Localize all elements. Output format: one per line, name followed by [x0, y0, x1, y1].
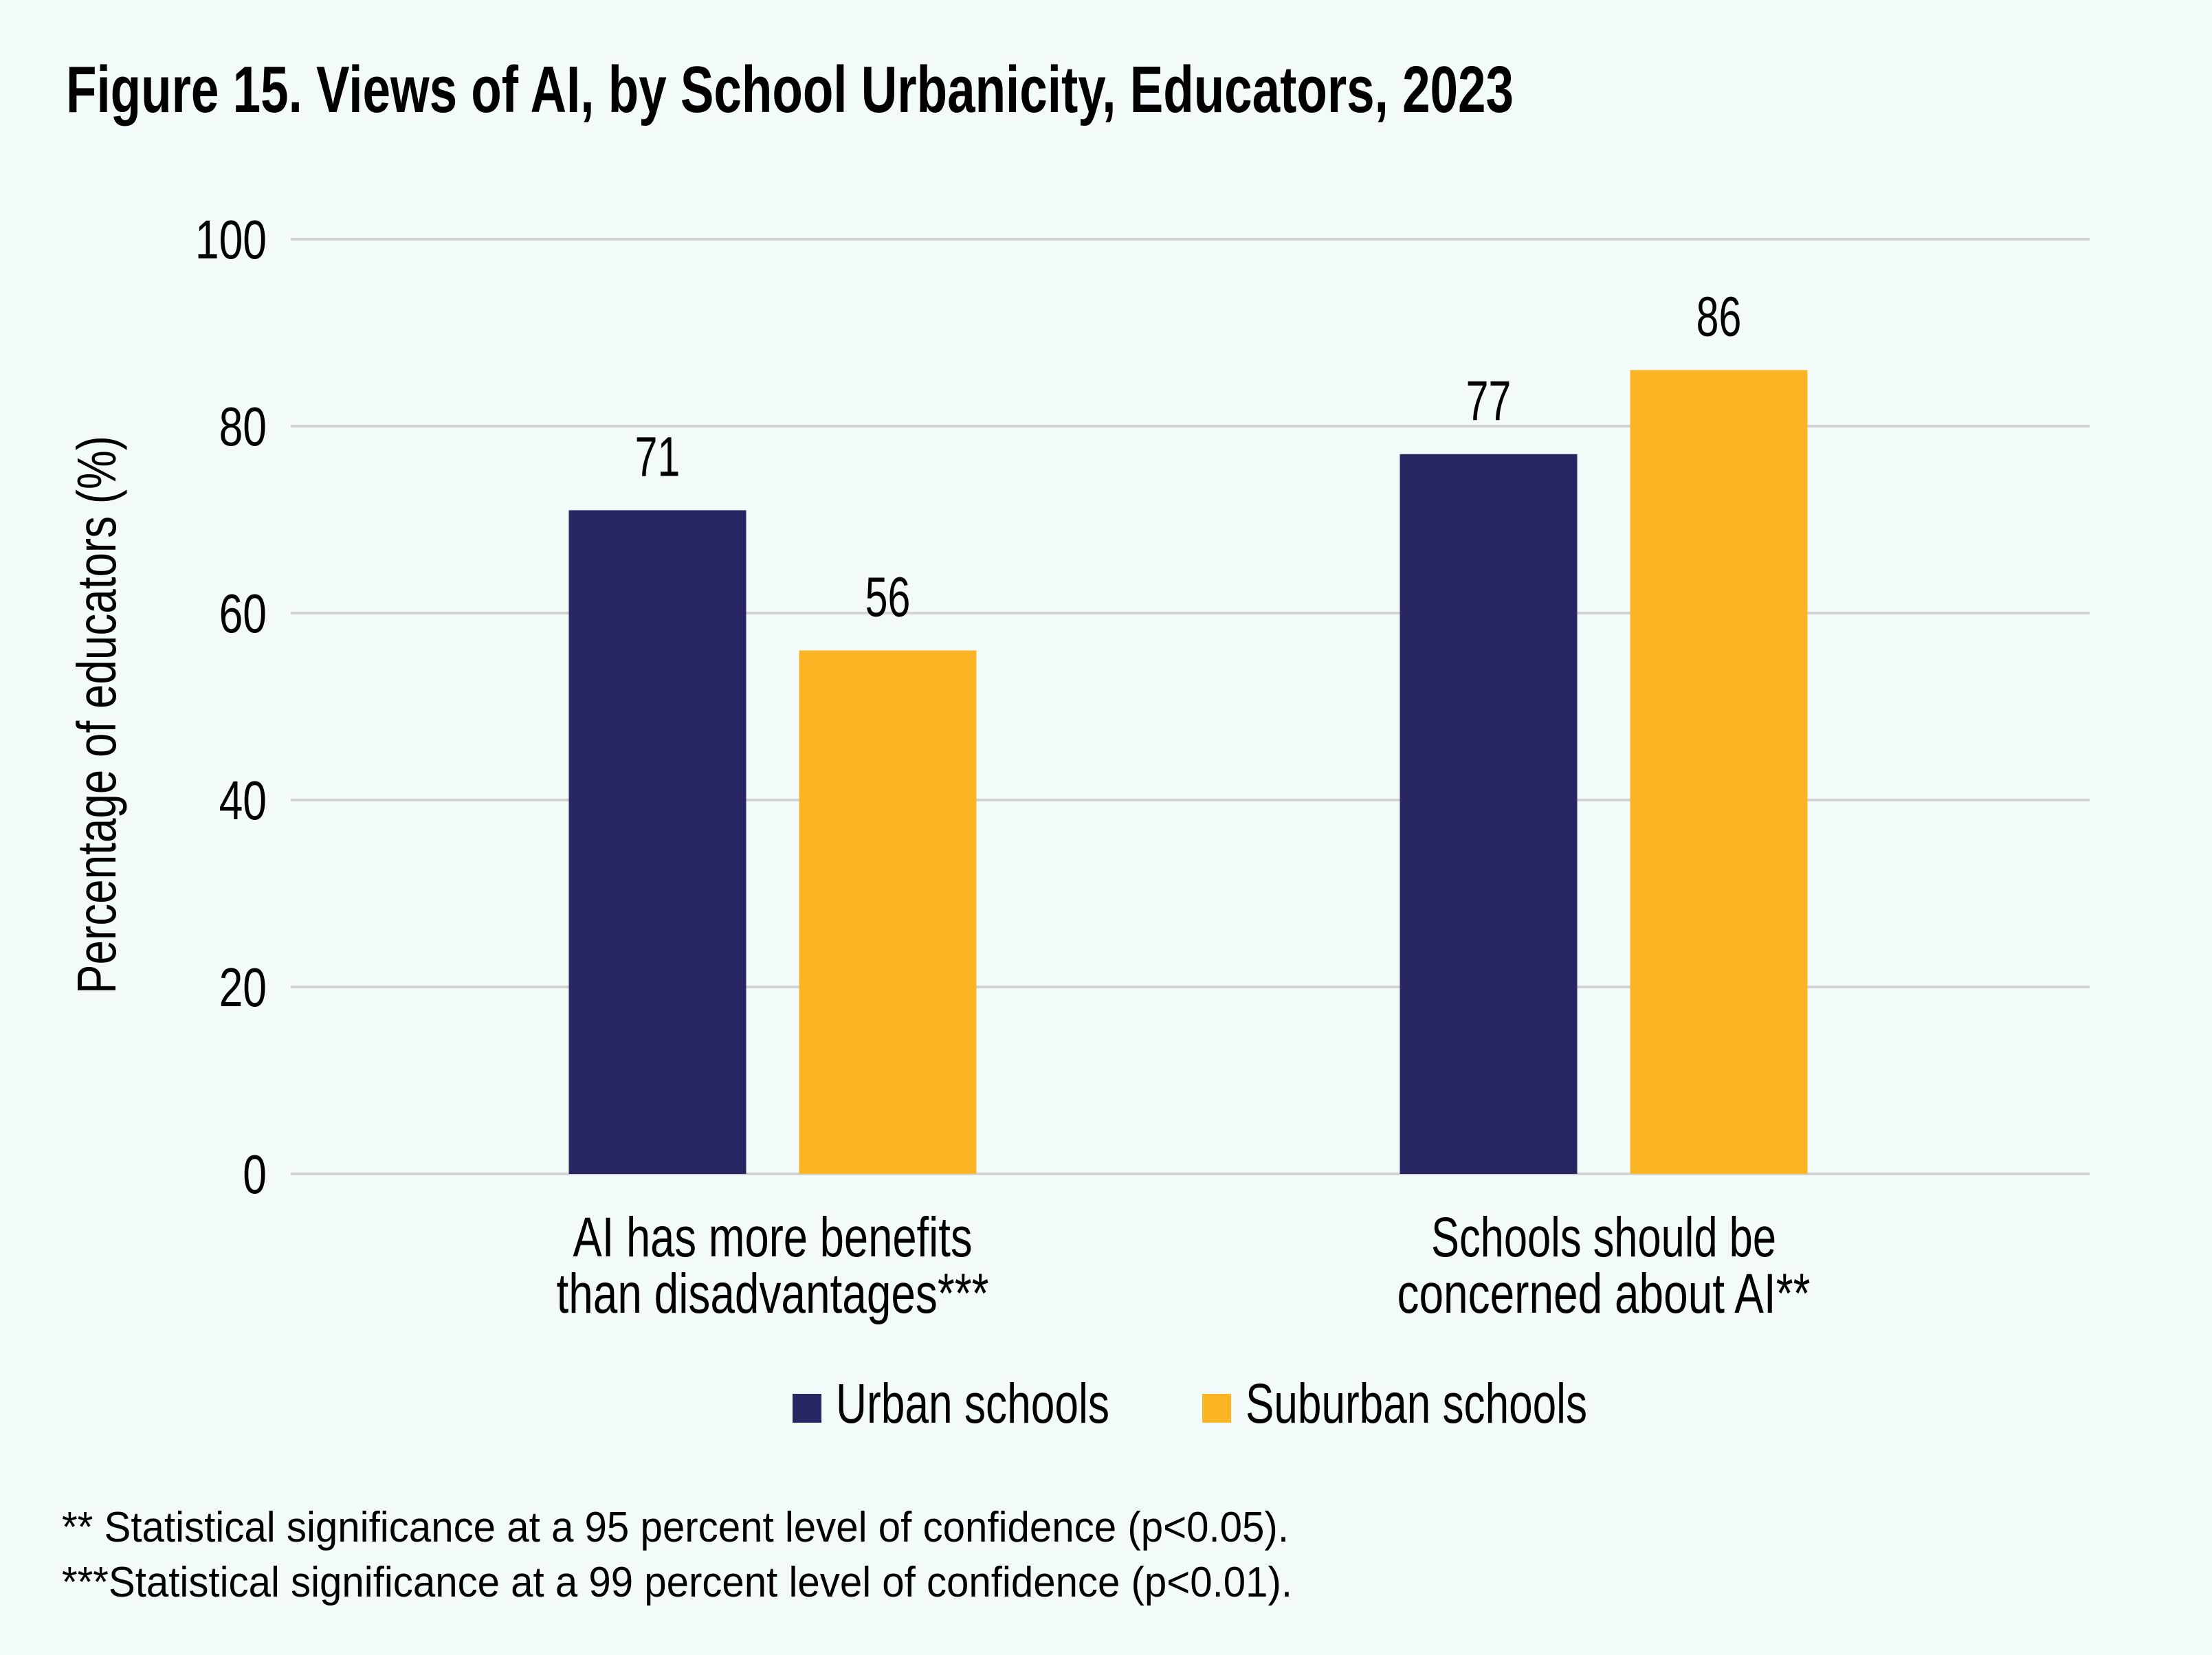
- category-label-1-line-1: concerned about AI**: [1397, 1263, 1811, 1325]
- footnote-99: ***Statistical significance at a 99 perc…: [62, 1559, 1292, 1606]
- footnote-95: ** Statistical significance at a 95 perc…: [62, 1504, 1289, 1551]
- value-label-suburban-schools-1: 86: [1696, 285, 1742, 348]
- bar-suburban-schools-0: [799, 650, 977, 1174]
- y-axis-ticks: 0 20 40 60 80 100: [195, 210, 267, 1206]
- bars: [568, 370, 1808, 1174]
- y-tick-label-100: 100: [195, 210, 267, 271]
- value-labels: 71 77 56 86: [635, 285, 1742, 629]
- legend-swatch-suburban: [1202, 1394, 1231, 1423]
- legend-item-urban: Urban schools: [793, 1373, 1109, 1435]
- category-label-1-line-0: Schools should be: [1431, 1206, 1776, 1269]
- legend-swatch-urban: [793, 1394, 821, 1423]
- chart-title: Figure 15. Views of AI, by School Urbani…: [66, 53, 1514, 126]
- bar-urban-schools-0: [568, 510, 746, 1174]
- legend-label-urban: Urban schools: [836, 1373, 1109, 1435]
- category-label-0-line-1: than disadvantages***: [557, 1263, 989, 1325]
- y-axis-label: Percentage of educators (%): [66, 436, 127, 994]
- value-label-suburban-schools-0: 56: [865, 566, 911, 629]
- bar-urban-schools-1: [1400, 454, 1578, 1174]
- y-tick-label-60: 60: [219, 584, 267, 645]
- value-label-urban-schools-0: 71: [635, 425, 681, 489]
- legend: Urban schools Suburban schools: [793, 1373, 1587, 1435]
- bar-suburban-schools-1: [1630, 370, 1808, 1174]
- category-label-0-line-0: AI has more benefits: [573, 1206, 973, 1269]
- y-tick-label-0: 0: [243, 1144, 267, 1206]
- legend-item-suburban: Suburban schools: [1202, 1373, 1587, 1435]
- value-label-urban-schools-1: 77: [1466, 369, 1512, 432]
- legend-label-suburban: Suburban schools: [1246, 1373, 1587, 1435]
- y-tick-label-20: 20: [219, 957, 267, 1019]
- y-tick-label-40: 40: [219, 770, 267, 832]
- y-tick-label-80: 80: [219, 397, 267, 458]
